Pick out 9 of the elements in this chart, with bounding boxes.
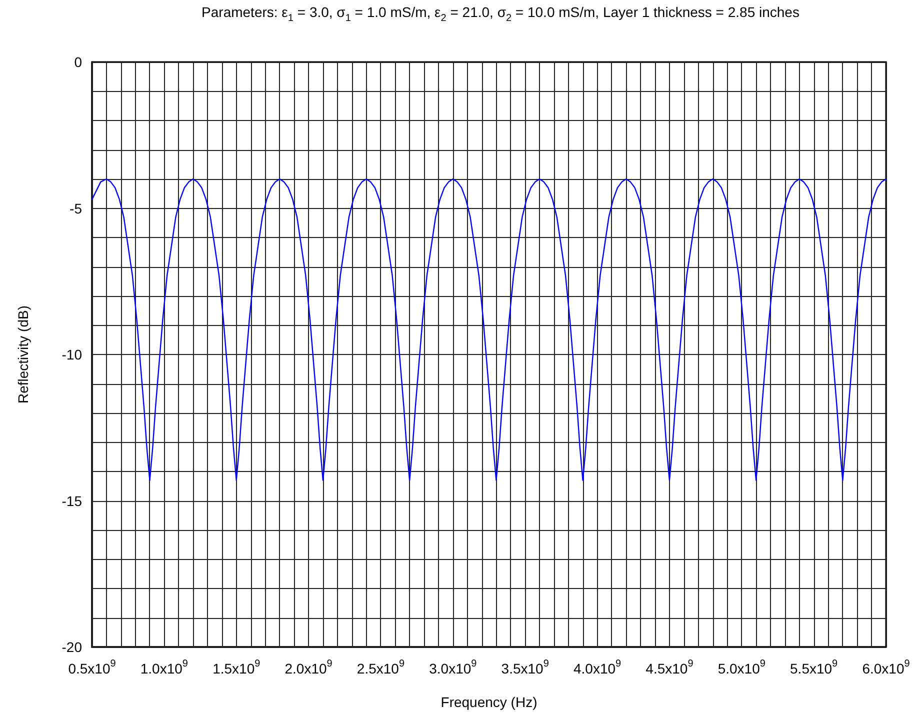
y-tick-label: -15 <box>62 492 82 509</box>
x-axis-title: Frequency (Hz) <box>440 694 538 710</box>
y-tick-label: 0 <box>74 54 82 70</box>
y-tick-label: -20 <box>62 639 82 655</box>
y-tick-label: -5 <box>70 200 82 216</box>
chart-title: Parameters: ε$_{1}$ = 3.0, σ$_{1}$ = 1.0 mS/m, ε$_{2}$ = 21.0, σ$_{2}$ = 10.0 mS/m, Layer 1 thickness = 2.85 inches <box>202 4 800 24</box>
y-axis-title: Reflectivity (dB) <box>15 305 31 404</box>
y-tick-label: -10 <box>62 346 82 362</box>
line-series <box>91 178 887 481</box>
